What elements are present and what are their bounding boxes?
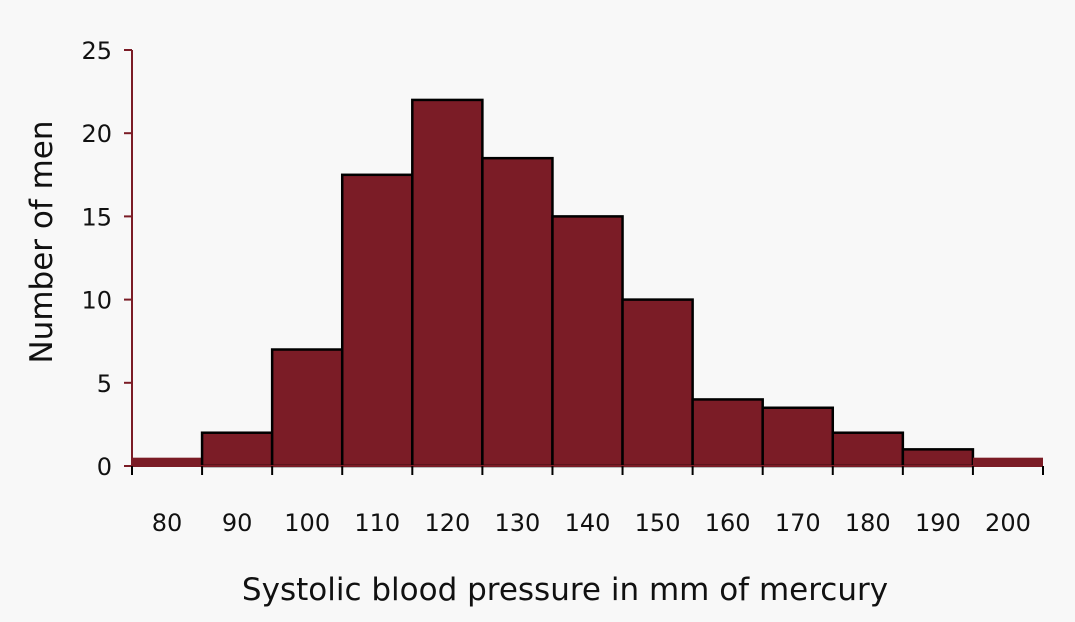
x-tick-label: 180	[845, 509, 891, 537]
bar-80	[132, 457, 203, 466]
bar-200	[972, 457, 1043, 466]
y-axis-title: Number of men	[24, 120, 60, 363]
y-tick-label: 25	[81, 37, 112, 65]
bar-110	[340, 173, 414, 468]
y-tick-label: 15	[81, 203, 112, 231]
bar-160	[691, 398, 764, 468]
bar-170	[761, 406, 835, 468]
bars-group	[132, 98, 1043, 468]
bar-130	[481, 156, 554, 468]
x-tick-label: 160	[705, 509, 751, 537]
bar-150	[621, 298, 694, 468]
x-tick-label: 140	[565, 509, 611, 537]
bar-180	[831, 431, 905, 468]
y-tick-label: 5	[97, 370, 112, 398]
y-tick-label: 10	[81, 287, 112, 315]
x-tick-label: 170	[775, 509, 821, 537]
x-axis-title: Systolic blood pressure in mm of mercury	[242, 572, 888, 608]
y-tick-label: 0	[97, 453, 112, 481]
bar-90	[200, 431, 274, 468]
x-tick-label: 200	[985, 509, 1031, 537]
y-tick-label: 20	[81, 120, 112, 148]
x-tick-label: 150	[635, 509, 681, 537]
bar-140	[551, 215, 624, 468]
bar-100	[270, 348, 344, 468]
x-tick-label: 110	[354, 509, 400, 537]
axes-group	[124, 49, 1044, 475]
x-tick-labels: 80 90 100 110 120 130 140 150 160 170 180 190 200	[152, 509, 1031, 537]
x-tick-label: 130	[495, 509, 541, 537]
bar-190	[901, 448, 975, 468]
y-tick-labels: 0 5 10 15 20 25	[81, 37, 112, 481]
x-tick-label: 120	[424, 509, 470, 537]
bar-120	[411, 98, 484, 468]
x-tick-label: 100	[284, 509, 330, 537]
x-tick-label: 90	[222, 509, 253, 537]
x-tick-label: 80	[152, 509, 183, 537]
x-tick-label: 190	[915, 509, 961, 537]
